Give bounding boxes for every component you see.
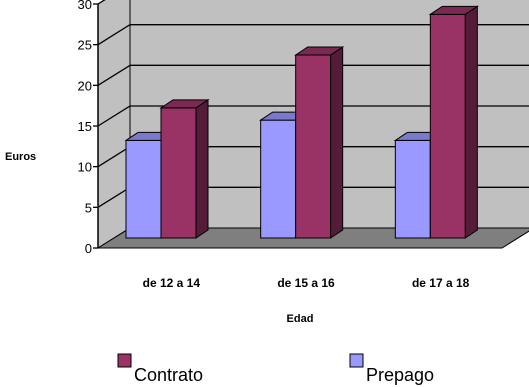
legend: Contrato Prepago (117, 353, 434, 385)
y-tick-15: 15 (78, 119, 92, 134)
gridline-side (97, 186, 131, 208)
y-tick-10: 10 (78, 160, 92, 175)
y-axis-label: Euros (5, 151, 36, 163)
y-axis (93, 3, 99, 249)
x-axis-label: Edad (287, 313, 314, 325)
bar-contrato-1 (159, 98, 210, 239)
x-tick-3: de 17 a 18 (412, 276, 470, 290)
legend-swatch-contrato (117, 353, 132, 368)
gridline-side (97, 105, 131, 127)
x-tick-labels: de 12 a 14 de 15 a 16 de 17 a 18 (143, 276, 470, 290)
y-tick-5: 5 (85, 200, 92, 215)
y-tick-25: 25 (78, 38, 92, 53)
bars (124, 5, 479, 239)
legend-swatch-prepago (349, 353, 364, 368)
y-tick-0: 0 (85, 241, 92, 256)
bar-contrato-3 (428, 5, 479, 239)
gridline-side (97, 0, 106, 5)
x-tick-2: de 15 a 16 (277, 276, 335, 290)
bar-contrato-2 (294, 46, 345, 239)
gridline-side (97, 146, 131, 168)
y-tick-30: 30 (78, 0, 92, 12)
gridline-side (97, 24, 131, 46)
legend-label-prepago: Prepago (366, 365, 434, 385)
gridline-side (97, 64, 131, 86)
y-tick-20: 20 (78, 78, 92, 93)
legend-label-contrato: Contrato (134, 365, 203, 385)
side-wall (97, 0, 131, 249)
y-tick-labels: 0 5 10 15 20 25 30 (78, 0, 92, 256)
x-tick-1: de 12 a 14 (143, 276, 201, 290)
